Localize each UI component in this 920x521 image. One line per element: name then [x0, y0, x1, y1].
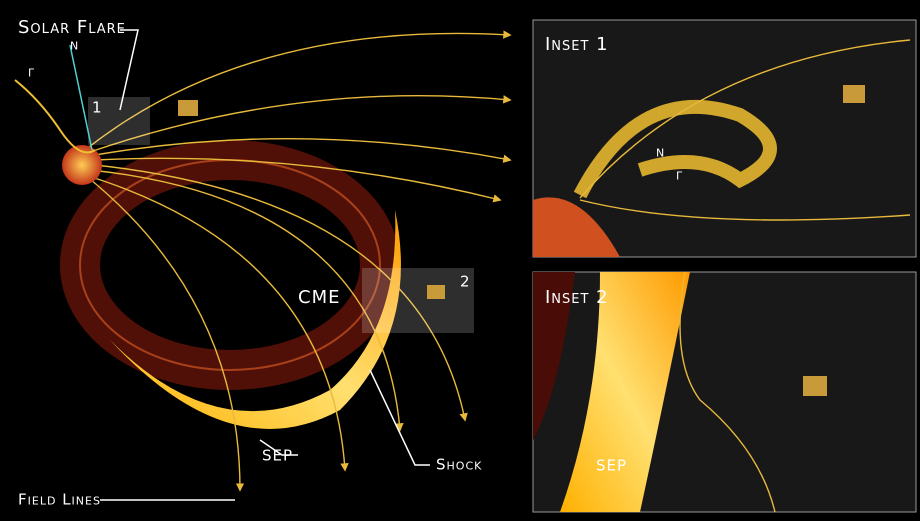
spacecraft — [178, 100, 198, 116]
label: 2 — [460, 273, 471, 291]
label: Field Lines — [18, 491, 101, 509]
inset-1: Inset 1 n γ — [532, 19, 917, 258]
cme-ring — [533, 272, 575, 440]
inset-2: Inset 2 SEP — [532, 271, 917, 513]
field-lines — [84, 30, 512, 492]
label: Solar Flare — [18, 17, 126, 38]
label: γ — [676, 166, 683, 184]
spacecraft — [427, 285, 445, 299]
spacecraft — [803, 376, 827, 396]
neutron-path — [69, 44, 93, 151]
inset-1-region — [88, 97, 150, 145]
leader — [119, 29, 139, 111]
inset-frame — [532, 19, 917, 258]
inset-title: Inset 2 — [545, 287, 609, 308]
label: SEP — [262, 447, 293, 465]
label: n — [70, 36, 79, 54]
label: γ — [28, 63, 35, 81]
label: n — [656, 143, 665, 161]
label: SEP — [596, 457, 627, 475]
spacecraft — [843, 85, 865, 103]
label: CME — [298, 287, 340, 308]
flare-loop — [573, 100, 777, 199]
inset-2-region — [362, 268, 474, 333]
inset-title: Inset 1 — [545, 34, 609, 55]
label: 1 — [92, 99, 103, 117]
sun — [62, 145, 102, 185]
label: Shock — [436, 456, 482, 474]
sun — [533, 197, 620, 257]
shock-front — [560, 272, 690, 512]
gamma-ray — [14, 79, 96, 154]
leader — [369, 369, 430, 466]
leader — [259, 439, 298, 456]
